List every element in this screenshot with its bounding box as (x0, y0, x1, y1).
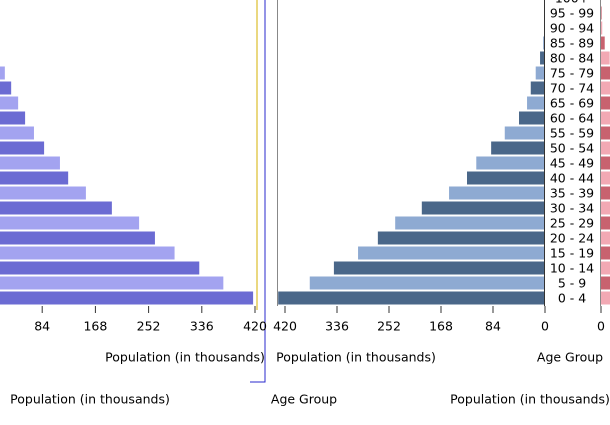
category-label: 50 - 54 (550, 141, 594, 156)
category-label: 70 - 74 (550, 81, 594, 96)
bar (601, 156, 610, 170)
bar (601, 276, 610, 290)
footer-label: Population (in thousands) (10, 392, 170, 407)
bar (601, 36, 605, 50)
x-tick-label: 0 (541, 319, 549, 334)
bar (601, 126, 610, 140)
x-tick-label: 252 (137, 319, 161, 334)
bar (309, 276, 545, 290)
category-label: 25 - 29 (550, 216, 594, 231)
category-label: 45 - 49 (550, 156, 594, 171)
bar (519, 111, 545, 125)
category-label: 90 - 94 (550, 21, 594, 36)
bar (395, 216, 545, 230)
bar (449, 186, 545, 200)
bar (0, 171, 69, 185)
bar (278, 291, 545, 305)
bar (601, 6, 602, 20)
category-label: 35 - 39 (550, 186, 594, 201)
category-label: 30 - 34 (550, 201, 594, 216)
footer-label: Population (in thousands) (450, 392, 610, 407)
x-tick-label: 168 (83, 319, 107, 334)
bar (601, 66, 610, 80)
category-label: 20 - 24 (550, 231, 594, 246)
bar (601, 246, 610, 260)
category-label: 15 - 19 (550, 246, 594, 261)
x-tick-label: 420 (243, 319, 267, 334)
x-tick-label: 0 (597, 319, 605, 334)
bar (601, 51, 610, 65)
bar (601, 231, 610, 245)
footer-label: Age Group (271, 392, 337, 407)
bar (535, 66, 545, 80)
category-label: 5 - 9 (558, 276, 586, 291)
bar (504, 126, 545, 140)
x-axis-label: Population (in thousands) (105, 350, 265, 365)
x-axis-label: Population (in thousands) (276, 350, 436, 365)
x-tick-label: 336 (190, 319, 214, 334)
bar (491, 141, 545, 155)
category-label: 60 - 64 (550, 111, 594, 126)
bar (530, 81, 545, 95)
bar (601, 141, 610, 155)
bar (377, 231, 545, 245)
bar (0, 201, 112, 215)
bar (358, 246, 545, 260)
category-label: 75 - 79 (550, 66, 594, 81)
bar (476, 156, 545, 170)
bar (601, 261, 610, 275)
x-tick-label: 252 (377, 319, 401, 334)
bar (0, 81, 12, 95)
category-label: 0 - 4 (558, 291, 586, 306)
bar (0, 66, 5, 80)
category-label: 10 - 14 (550, 261, 594, 276)
divider (250, 0, 266, 383)
bar (601, 96, 610, 110)
bar (601, 201, 610, 215)
bar (0, 141, 45, 155)
bar (0, 216, 140, 230)
bar (0, 111, 26, 125)
category-label: 55 - 59 (550, 126, 594, 141)
bar (0, 246, 175, 260)
bar (601, 21, 603, 35)
category-label: 80 - 84 (550, 51, 594, 66)
x-tick-label: 84 (34, 319, 50, 334)
x-tick-label: 168 (429, 319, 453, 334)
bar (0, 96, 19, 110)
x-tick-label: 336 (325, 319, 349, 334)
bar (527, 96, 545, 110)
category-label: 85 - 89 (550, 36, 594, 51)
bar (467, 171, 545, 185)
bar (540, 51, 545, 65)
bar (0, 126, 34, 140)
bar (601, 186, 610, 200)
category-label: 100+ (555, 0, 589, 6)
x-tick-label: 84 (485, 319, 501, 334)
category-label: 40 - 44 (550, 171, 594, 186)
bar (601, 111, 610, 125)
y-axis-label: Age Group (537, 350, 603, 365)
bar (601, 216, 610, 230)
category-label: 65 - 69 (550, 96, 594, 111)
bar (333, 261, 545, 275)
x-tick-label: 420 (273, 319, 297, 334)
bar (601, 291, 610, 305)
bar (0, 261, 200, 275)
bar (0, 156, 60, 170)
bar (0, 231, 155, 245)
bar (421, 201, 545, 215)
bar (0, 276, 224, 290)
bar (0, 291, 254, 305)
bar (601, 81, 610, 95)
bar (601, 171, 610, 185)
category-label: 95 - 99 (550, 6, 594, 21)
bar (0, 186, 86, 200)
